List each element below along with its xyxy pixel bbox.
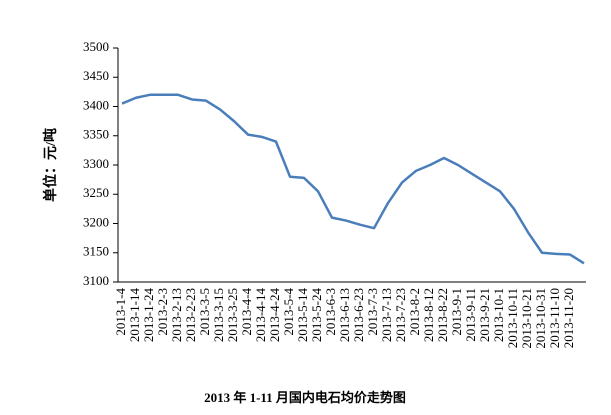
x-tick-label: 2013-6-23 [351,288,366,342]
x-tick-label: 2013-2-13 [169,288,184,342]
x-tick-label: 2013-1-14 [127,288,142,343]
x-tick-label: 2013-4-4 [239,288,254,336]
x-tick-label: 2013-10-1 [491,288,506,342]
x-tick-label: 2013-6-13 [337,288,352,342]
y-tick-label: 3150 [83,244,109,259]
y-tick-label: 3300 [83,156,109,171]
x-tick-label: 2013-7-13 [379,288,394,342]
x-tick-label: 2013-3-25 [225,288,240,342]
x-tick-label: 2013-10-31 [533,288,548,349]
y-tick-label: 3450 [83,68,109,83]
y-tick-label: 3200 [83,214,109,229]
y-tick-label: 3250 [83,185,109,200]
line-series [121,93,585,265]
chart-title: 2013 年 1-11 月国内电石均价走势图 [204,390,406,405]
x-tick-label: 2013-2-3 [155,288,170,336]
x-tick-label: 2013-6-3 [323,288,338,336]
x-tick-label: 2013-7-3 [365,288,380,336]
x-tick-label: 2013-4-14 [253,288,268,343]
x-tick-label: 2013-11-10 [547,288,562,348]
x-tick-label: 2013-10-11 [505,288,520,348]
x-tick-label: 2013-5-4 [281,288,296,336]
x-tick-label: 2013-11-20 [561,288,576,348]
x-tick-label: 2013-3-5 [197,288,212,336]
y-axis-label: 单位：元/吨 [42,128,59,202]
x-tick-label: 2013-9-21 [477,288,492,342]
y-tick-label: 3400 [83,97,109,112]
x-tick-label: 2013-3-15 [211,288,226,342]
x-tick-label: 2013-1-24 [141,288,156,343]
x-tick-label: 2013-7-23 [393,288,408,342]
y-tick-label: 3100 [83,273,109,288]
x-tick-label: 2013-9-1 [449,288,464,336]
x-tick-label: 2013-8-2 [407,288,422,336]
x-tick-label: 2013-8-22 [435,288,450,342]
x-tick-label: 2013-8-12 [421,288,436,342]
x-tick-label: 2013-4-24 [267,288,282,343]
x-tick-label: 2013-10-21 [519,288,534,349]
x-tick-label: 2013-5-14 [295,288,310,343]
x-tick-label: 2013-2-23 [183,288,198,342]
y-tick-label: 3500 [83,39,109,54]
x-tick-label: 2013-5-24 [309,288,324,343]
x-tick-label: 2013-9-11 [463,288,478,342]
y-tick-label: 3350 [83,127,109,142]
x-tick-label: 2013-1-4 [113,288,128,336]
